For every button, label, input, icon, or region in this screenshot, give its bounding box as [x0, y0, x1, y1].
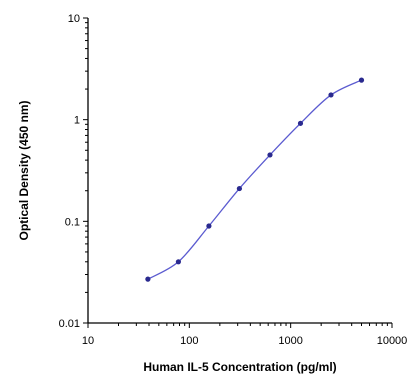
- x-axis-label: Human IL-5 Concentration (pg/ml): [143, 360, 336, 374]
- axes: [87, 18, 392, 324]
- ticks: [83, 17, 393, 328]
- data-point: [236, 185, 243, 192]
- standard-curve-line: [147, 79, 362, 280]
- x-tick-label: 10000: [377, 335, 408, 347]
- y-tick-label: 0.1: [65, 216, 80, 228]
- y-tick-label: 1: [74, 115, 80, 127]
- tick-labels: 0.01 0.1 1 10 10 100 1000 10000: [59, 13, 408, 347]
- data-point: [358, 77, 365, 83]
- x-tick-label: 100: [180, 335, 198, 347]
- data-point: [297, 120, 304, 126]
- data-point: [175, 259, 181, 265]
- data-point: [267, 152, 273, 158]
- y-tick-label: 10: [68, 13, 80, 25]
- x-tick-label: 10: [82, 335, 94, 347]
- data-point: [206, 223, 212, 229]
- y-axis-label: Optical Density (450 nm): [17, 100, 31, 240]
- data-point: [145, 276, 151, 282]
- y-tick-label: 0.01: [59, 318, 80, 330]
- x-tick-label: 1000: [278, 335, 302, 347]
- plot-area: [145, 77, 365, 282]
- data-point: [328, 92, 334, 98]
